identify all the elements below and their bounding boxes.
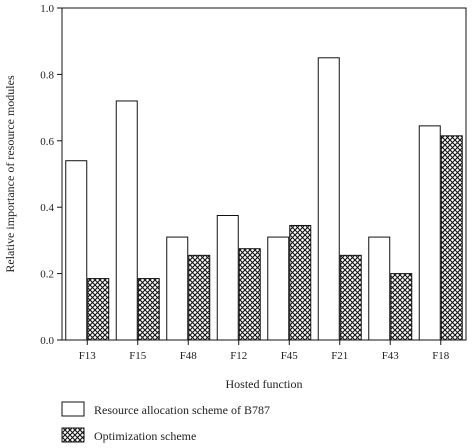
y-axis-title: Relative importance of resource modules [3, 75, 17, 273]
bar-f18-series-2 [440, 135, 463, 341]
x-tick-label: F15 [129, 350, 147, 362]
bar-f13-series-2 [87, 278, 110, 341]
bar-f18-series-1 [418, 125, 441, 341]
legend: Resource allocation scheme of B787 Optimi… [61, 401, 270, 443]
x-tick-label: F48 [180, 350, 198, 362]
plot-frame [61, 7, 467, 341]
bar-f48-series-2 [188, 254, 211, 341]
bar-f45-series-2 [289, 224, 312, 341]
bar-f43-series-2 [390, 273, 413, 341]
bar-f13-series-1 [65, 160, 88, 341]
legend-swatch-2 [61, 427, 85, 443]
y-tick-label: 0.8 [40, 69, 54, 81]
bar-f48-series-1 [166, 236, 189, 341]
bar-f43-series-1 [368, 236, 391, 341]
x-axis-title: Hosted function [226, 377, 303, 391]
y-tick-label: 0.0 [40, 335, 54, 347]
x-tick-label: F18 [432, 350, 450, 362]
legend-label-2: Optimization scheme [94, 429, 196, 443]
y-axis: 0.0 0.2 0.4 0.6 0.8 1.0 [40, 3, 62, 347]
plot-area [61, 7, 467, 341]
y-tick-label: 1.0 [40, 3, 54, 15]
bar-f45-series-1 [267, 236, 290, 341]
legend-swatch-1 [61, 401, 85, 417]
x-tick-label: F21 [331, 350, 348, 362]
x-axis: F13 F15 F48 F12 F45 F21 F43 F18 [79, 340, 450, 362]
bar-f15-series-2 [137, 278, 160, 341]
bar-f12-series-1 [216, 215, 239, 341]
x-tick-label: F45 [281, 350, 299, 362]
y-tick-label: 0.6 [40, 136, 54, 148]
x-tick-label: F12 [230, 350, 247, 362]
y-tick-label: 0.4 [40, 202, 54, 214]
bar-f21-series-2 [339, 254, 362, 341]
bar-f12-series-2 [238, 248, 261, 341]
x-tick-label: F43 [382, 350, 400, 362]
y-tick-label: 0.2 [40, 269, 54, 281]
bar-f15-series-1 [115, 100, 138, 341]
x-tick-label: F13 [79, 350, 97, 362]
bar-f21-series-1 [317, 57, 340, 341]
legend-label-1: Resource allocation scheme of B787 [94, 403, 270, 417]
